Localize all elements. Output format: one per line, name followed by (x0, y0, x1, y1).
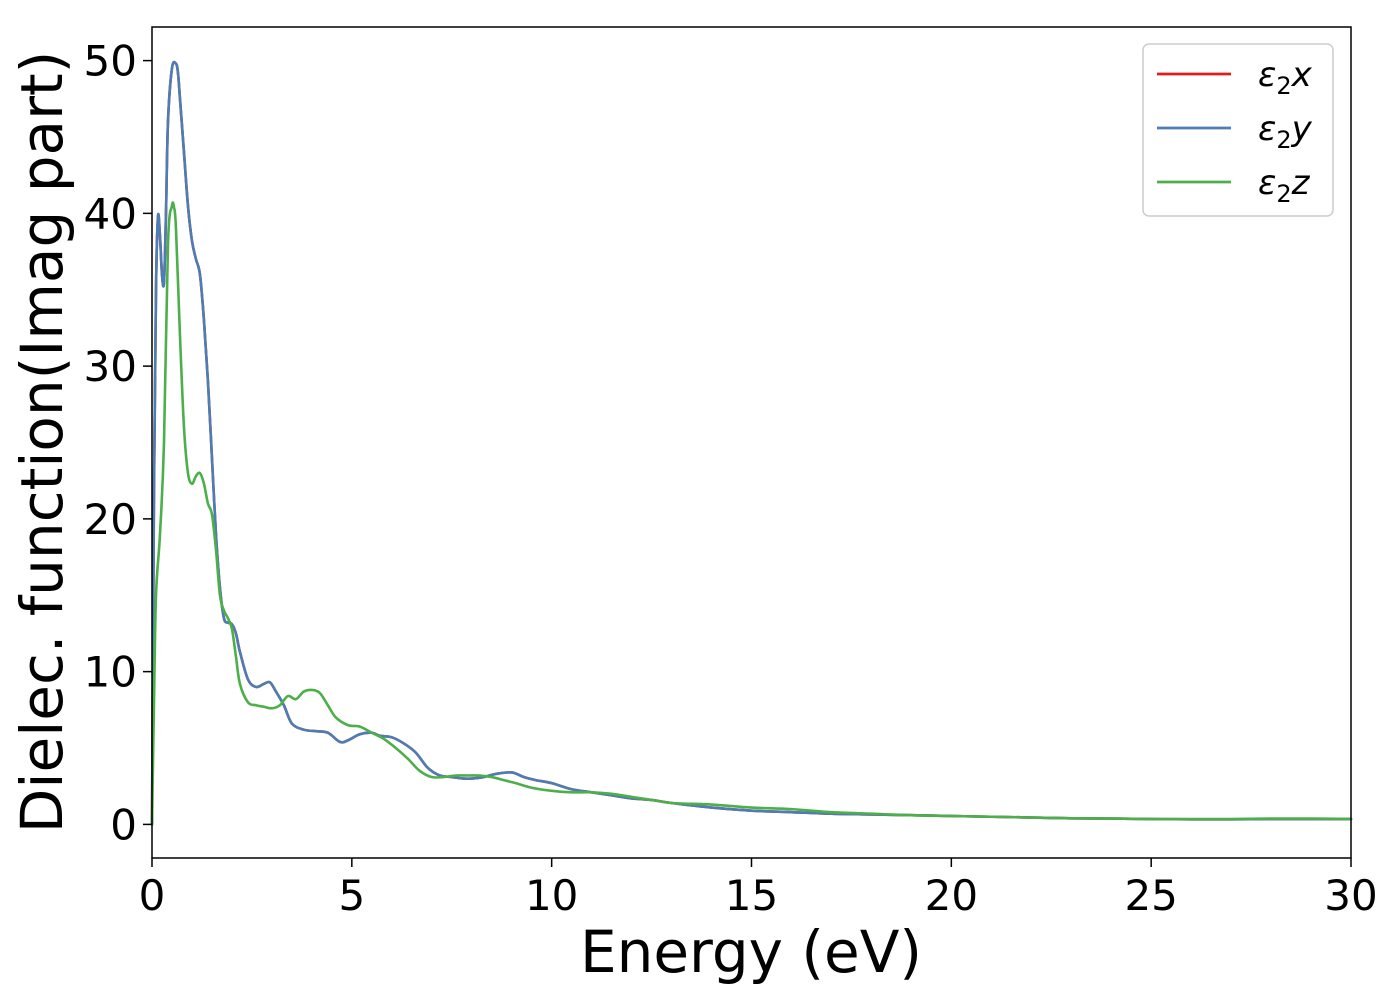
y-tick-label: 20 (84, 495, 137, 544)
x-tick-label: 30 (1324, 871, 1377, 920)
y-tick-label: 40 (84, 189, 137, 238)
series-line-2 (150, 60, 1353, 826)
legend-label-3: ε2z (1258, 163, 1311, 208)
legend-box (1142, 43, 1334, 217)
x-tick-label: 10 (525, 871, 578, 920)
legend: ε2x ε2y ε2z (1142, 43, 1334, 217)
y-tick-label: 30 (84, 342, 137, 391)
y-tick-label: 10 (84, 648, 137, 697)
x-tick-label: 5 (338, 871, 365, 920)
x-tick-label: 20 (925, 871, 978, 920)
x-axis-ticks: 0 5 10 15 20 25 30 (139, 858, 1378, 920)
y-axis-ticks: 0 10 20 30 40 50 (84, 37, 152, 849)
y-axis-title: Dielec. function(Imag part) (8, 51, 76, 834)
series-line-3 (150, 201, 1353, 826)
x-axis-title: Energy (eV) (580, 918, 922, 986)
x-tick-label: 15 (725, 871, 778, 920)
y-tick-label: 50 (84, 37, 137, 86)
legend-label-1: ε2x (1258, 55, 1313, 100)
y-tick-label: 0 (110, 800, 137, 849)
x-tick-label: 0 (139, 871, 166, 920)
x-tick-label: 25 (1124, 871, 1177, 920)
series-layer (150, 60, 1353, 826)
legend-label-2: ε2y (1258, 109, 1313, 154)
